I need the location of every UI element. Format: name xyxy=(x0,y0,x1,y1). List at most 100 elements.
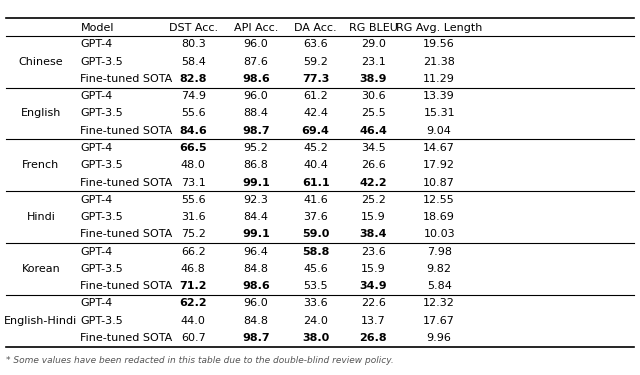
Text: 25.5: 25.5 xyxy=(361,108,386,118)
Text: 21.38: 21.38 xyxy=(423,57,455,67)
Text: 46.8: 46.8 xyxy=(181,264,205,274)
Text: 88.4: 88.4 xyxy=(244,108,269,118)
Text: 30.6: 30.6 xyxy=(361,91,386,101)
Text: 45.6: 45.6 xyxy=(303,264,328,274)
Text: 99.1: 99.1 xyxy=(242,230,270,239)
Text: 61.2: 61.2 xyxy=(303,91,328,101)
Text: 34.9: 34.9 xyxy=(360,281,387,291)
Text: RG BLEU: RG BLEU xyxy=(349,23,397,33)
Text: 15.9: 15.9 xyxy=(361,264,386,274)
Text: GPT-3.5: GPT-3.5 xyxy=(81,212,123,222)
Text: 82.8: 82.8 xyxy=(180,74,207,84)
Text: 10.03: 10.03 xyxy=(423,230,455,239)
Text: 95.2: 95.2 xyxy=(244,143,268,153)
Text: 98.6: 98.6 xyxy=(242,281,270,291)
Text: 75.2: 75.2 xyxy=(181,230,205,239)
Text: 10.87: 10.87 xyxy=(423,177,455,188)
Text: 84.8: 84.8 xyxy=(244,316,269,326)
Text: 84.4: 84.4 xyxy=(244,212,269,222)
Text: 9.04: 9.04 xyxy=(427,126,452,136)
Text: 96.0: 96.0 xyxy=(244,298,268,309)
Text: 33.6: 33.6 xyxy=(303,298,328,309)
Text: 96.0: 96.0 xyxy=(244,39,268,50)
Text: 55.6: 55.6 xyxy=(181,195,205,205)
Text: API Acc.: API Acc. xyxy=(234,23,278,33)
Text: 41.6: 41.6 xyxy=(303,195,328,205)
Text: GPT-3.5: GPT-3.5 xyxy=(81,264,123,274)
Text: 66.2: 66.2 xyxy=(181,247,205,256)
Text: 5.84: 5.84 xyxy=(427,281,452,291)
Text: Fine-tuned SOTA: Fine-tuned SOTA xyxy=(81,333,173,343)
Text: English: English xyxy=(20,108,61,118)
Text: 73.1: 73.1 xyxy=(181,177,205,188)
Text: 87.6: 87.6 xyxy=(244,57,268,67)
Text: 80.3: 80.3 xyxy=(181,39,205,50)
Text: RG Avg. Length: RG Avg. Length xyxy=(396,23,483,33)
Text: 42.4: 42.4 xyxy=(303,108,328,118)
Text: 26.8: 26.8 xyxy=(360,333,387,343)
Text: 13.7: 13.7 xyxy=(361,316,386,326)
Text: 53.5: 53.5 xyxy=(303,281,328,291)
Text: Fine-tuned SOTA: Fine-tuned SOTA xyxy=(81,281,173,291)
Text: 66.5: 66.5 xyxy=(179,143,207,153)
Text: 19.56: 19.56 xyxy=(423,39,455,50)
Text: French: French xyxy=(22,160,60,170)
Text: 92.3: 92.3 xyxy=(244,195,268,205)
Text: Fine-tuned SOTA: Fine-tuned SOTA xyxy=(81,230,173,239)
Text: 38.9: 38.9 xyxy=(360,74,387,84)
Text: * Some values have been redacted in this table due to the double-blind review po: * Some values have been redacted in this… xyxy=(6,356,394,365)
Text: 13.39: 13.39 xyxy=(423,91,455,101)
Text: Chinese: Chinese xyxy=(19,57,63,67)
Text: 23.6: 23.6 xyxy=(361,247,386,256)
Text: 31.6: 31.6 xyxy=(181,212,205,222)
Text: 40.4: 40.4 xyxy=(303,160,328,170)
Text: 84.6: 84.6 xyxy=(179,126,207,136)
Text: GPT-4: GPT-4 xyxy=(81,143,113,153)
Text: 25.2: 25.2 xyxy=(361,195,386,205)
Text: GPT-4: GPT-4 xyxy=(81,39,113,50)
Text: 45.2: 45.2 xyxy=(303,143,328,153)
Text: 15.31: 15.31 xyxy=(423,108,455,118)
Text: 58.4: 58.4 xyxy=(181,57,205,67)
Text: 48.0: 48.0 xyxy=(181,160,205,170)
Text: GPT-4: GPT-4 xyxy=(81,195,113,205)
Text: 7.98: 7.98 xyxy=(427,247,452,256)
Text: 99.1: 99.1 xyxy=(242,177,270,188)
Text: 62.2: 62.2 xyxy=(179,298,207,309)
Text: 24.0: 24.0 xyxy=(303,316,328,326)
Text: 34.5: 34.5 xyxy=(361,143,386,153)
Text: Korean: Korean xyxy=(22,264,60,274)
Text: 98.7: 98.7 xyxy=(242,126,270,136)
Text: 26.6: 26.6 xyxy=(361,160,386,170)
Text: 9.82: 9.82 xyxy=(427,264,452,274)
Text: 38.0: 38.0 xyxy=(302,333,329,343)
Text: 44.0: 44.0 xyxy=(181,316,205,326)
Text: 58.8: 58.8 xyxy=(302,247,330,256)
Text: 60.7: 60.7 xyxy=(181,333,205,343)
Text: 12.32: 12.32 xyxy=(423,298,455,309)
Text: GPT-4: GPT-4 xyxy=(81,247,113,256)
Text: Model: Model xyxy=(81,23,114,33)
Text: 96.0: 96.0 xyxy=(244,91,268,101)
Text: 61.1: 61.1 xyxy=(302,177,330,188)
Text: Fine-tuned SOTA: Fine-tuned SOTA xyxy=(81,74,173,84)
Text: 98.6: 98.6 xyxy=(242,74,270,84)
Text: 22.6: 22.6 xyxy=(361,298,386,309)
Text: 55.6: 55.6 xyxy=(181,108,205,118)
Text: GPT-3.5: GPT-3.5 xyxy=(81,57,123,67)
Text: 46.4: 46.4 xyxy=(360,126,387,136)
Text: 98.7: 98.7 xyxy=(242,333,270,343)
Text: 14.67: 14.67 xyxy=(423,143,455,153)
Text: 9.96: 9.96 xyxy=(427,333,452,343)
Text: DST Acc.: DST Acc. xyxy=(169,23,218,33)
Text: 59.0: 59.0 xyxy=(302,230,330,239)
Text: GPT-4: GPT-4 xyxy=(81,91,113,101)
Text: 86.8: 86.8 xyxy=(244,160,268,170)
Text: 63.6: 63.6 xyxy=(303,39,328,50)
Text: 29.0: 29.0 xyxy=(361,39,386,50)
Text: 59.2: 59.2 xyxy=(303,57,328,67)
Text: 37.6: 37.6 xyxy=(303,212,328,222)
Text: 12.55: 12.55 xyxy=(423,195,455,205)
Text: 69.4: 69.4 xyxy=(301,126,330,136)
Text: 71.2: 71.2 xyxy=(180,281,207,291)
